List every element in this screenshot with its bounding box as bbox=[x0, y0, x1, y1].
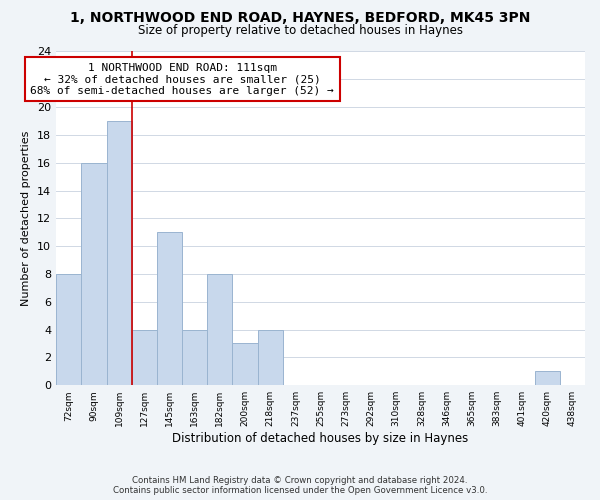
Bar bbox=[56, 274, 82, 385]
Bar bbox=[182, 330, 207, 385]
Text: 1 NORTHWOOD END ROAD: 111sqm
← 32% of detached houses are smaller (25)
68% of se: 1 NORTHWOOD END ROAD: 111sqm ← 32% of de… bbox=[30, 62, 334, 96]
Bar bbox=[232, 344, 257, 385]
Bar bbox=[207, 274, 232, 385]
Text: Size of property relative to detached houses in Haynes: Size of property relative to detached ho… bbox=[137, 24, 463, 37]
Text: 1, NORTHWOOD END ROAD, HAYNES, BEDFORD, MK45 3PN: 1, NORTHWOOD END ROAD, HAYNES, BEDFORD, … bbox=[70, 11, 530, 25]
X-axis label: Distribution of detached houses by size in Haynes: Distribution of detached houses by size … bbox=[172, 432, 469, 445]
Bar bbox=[82, 162, 107, 385]
Bar bbox=[535, 372, 560, 385]
Y-axis label: Number of detached properties: Number of detached properties bbox=[22, 130, 31, 306]
Bar bbox=[257, 330, 283, 385]
Bar bbox=[157, 232, 182, 385]
Text: Contains HM Land Registry data © Crown copyright and database right 2024.
Contai: Contains HM Land Registry data © Crown c… bbox=[113, 476, 487, 495]
Bar bbox=[132, 330, 157, 385]
Bar bbox=[107, 121, 132, 385]
